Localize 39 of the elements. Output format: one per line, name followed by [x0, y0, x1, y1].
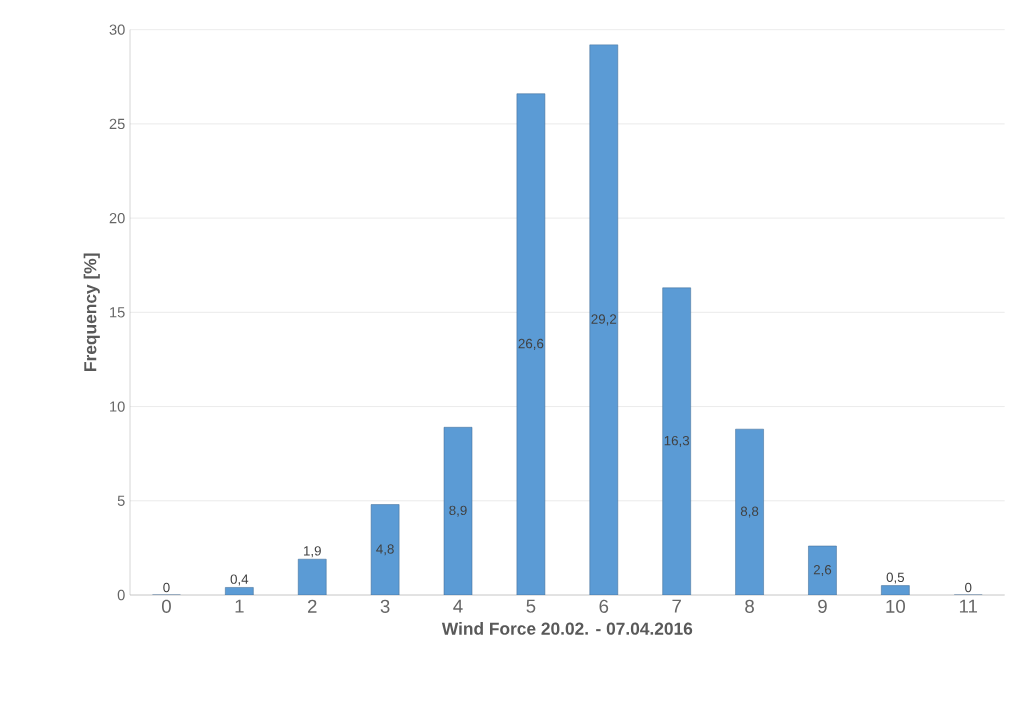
data-label: 8,9	[449, 505, 467, 517]
data-label: 16,3	[664, 435, 690, 447]
bar	[735, 428, 764, 595]
x-tick-label: 6	[599, 599, 609, 613]
x-tick-label: 11	[959, 599, 978, 613]
y-axis-title: Frequency [%]	[83, 253, 100, 371]
data-label: 26,6	[518, 338, 544, 350]
y-tick-label: 5	[117, 495, 125, 506]
y-tick-label: 30	[109, 24, 125, 35]
y-tick-label: 25	[109, 118, 125, 130]
bar	[443, 427, 473, 595]
x-tick-label: 9	[818, 599, 827, 613]
y-tick-label: 15	[110, 307, 125, 318]
x-tick-label: 8	[745, 599, 754, 613]
data-label: 0,5	[886, 572, 905, 584]
data-label: 0,4	[230, 574, 249, 586]
x-tick-label: 1	[235, 599, 244, 613]
bar	[589, 44, 619, 595]
data-label: 0	[965, 582, 972, 593]
data-label: 0	[163, 582, 170, 593]
x-tick-label: 5	[526, 599, 536, 613]
x-tick-label: 7	[672, 599, 681, 613]
bar	[516, 93, 546, 595]
data-label: 4,8	[376, 544, 394, 556]
x-tick-label: 2	[307, 599, 317, 613]
data-label: 8,8	[740, 506, 759, 518]
y-tick-label: 0	[117, 589, 125, 601]
x-tick-label: 0	[161, 599, 171, 613]
x-axis-title: Wind Force 20.02. - 07.04.2016	[441, 622, 693, 635]
data-label: 1,9	[303, 546, 321, 558]
data-label: 2,6	[813, 565, 832, 577]
data-label: 29,2	[591, 314, 617, 326]
x-tick-label: 10	[886, 599, 905, 613]
bar	[662, 287, 691, 595]
x-tick-label: 4	[453, 599, 463, 613]
bar	[297, 558, 327, 595]
y-tick-label: 10	[110, 401, 125, 412]
x-tick-label: 3	[380, 599, 390, 613]
y-tick-label: 20	[109, 212, 125, 224]
